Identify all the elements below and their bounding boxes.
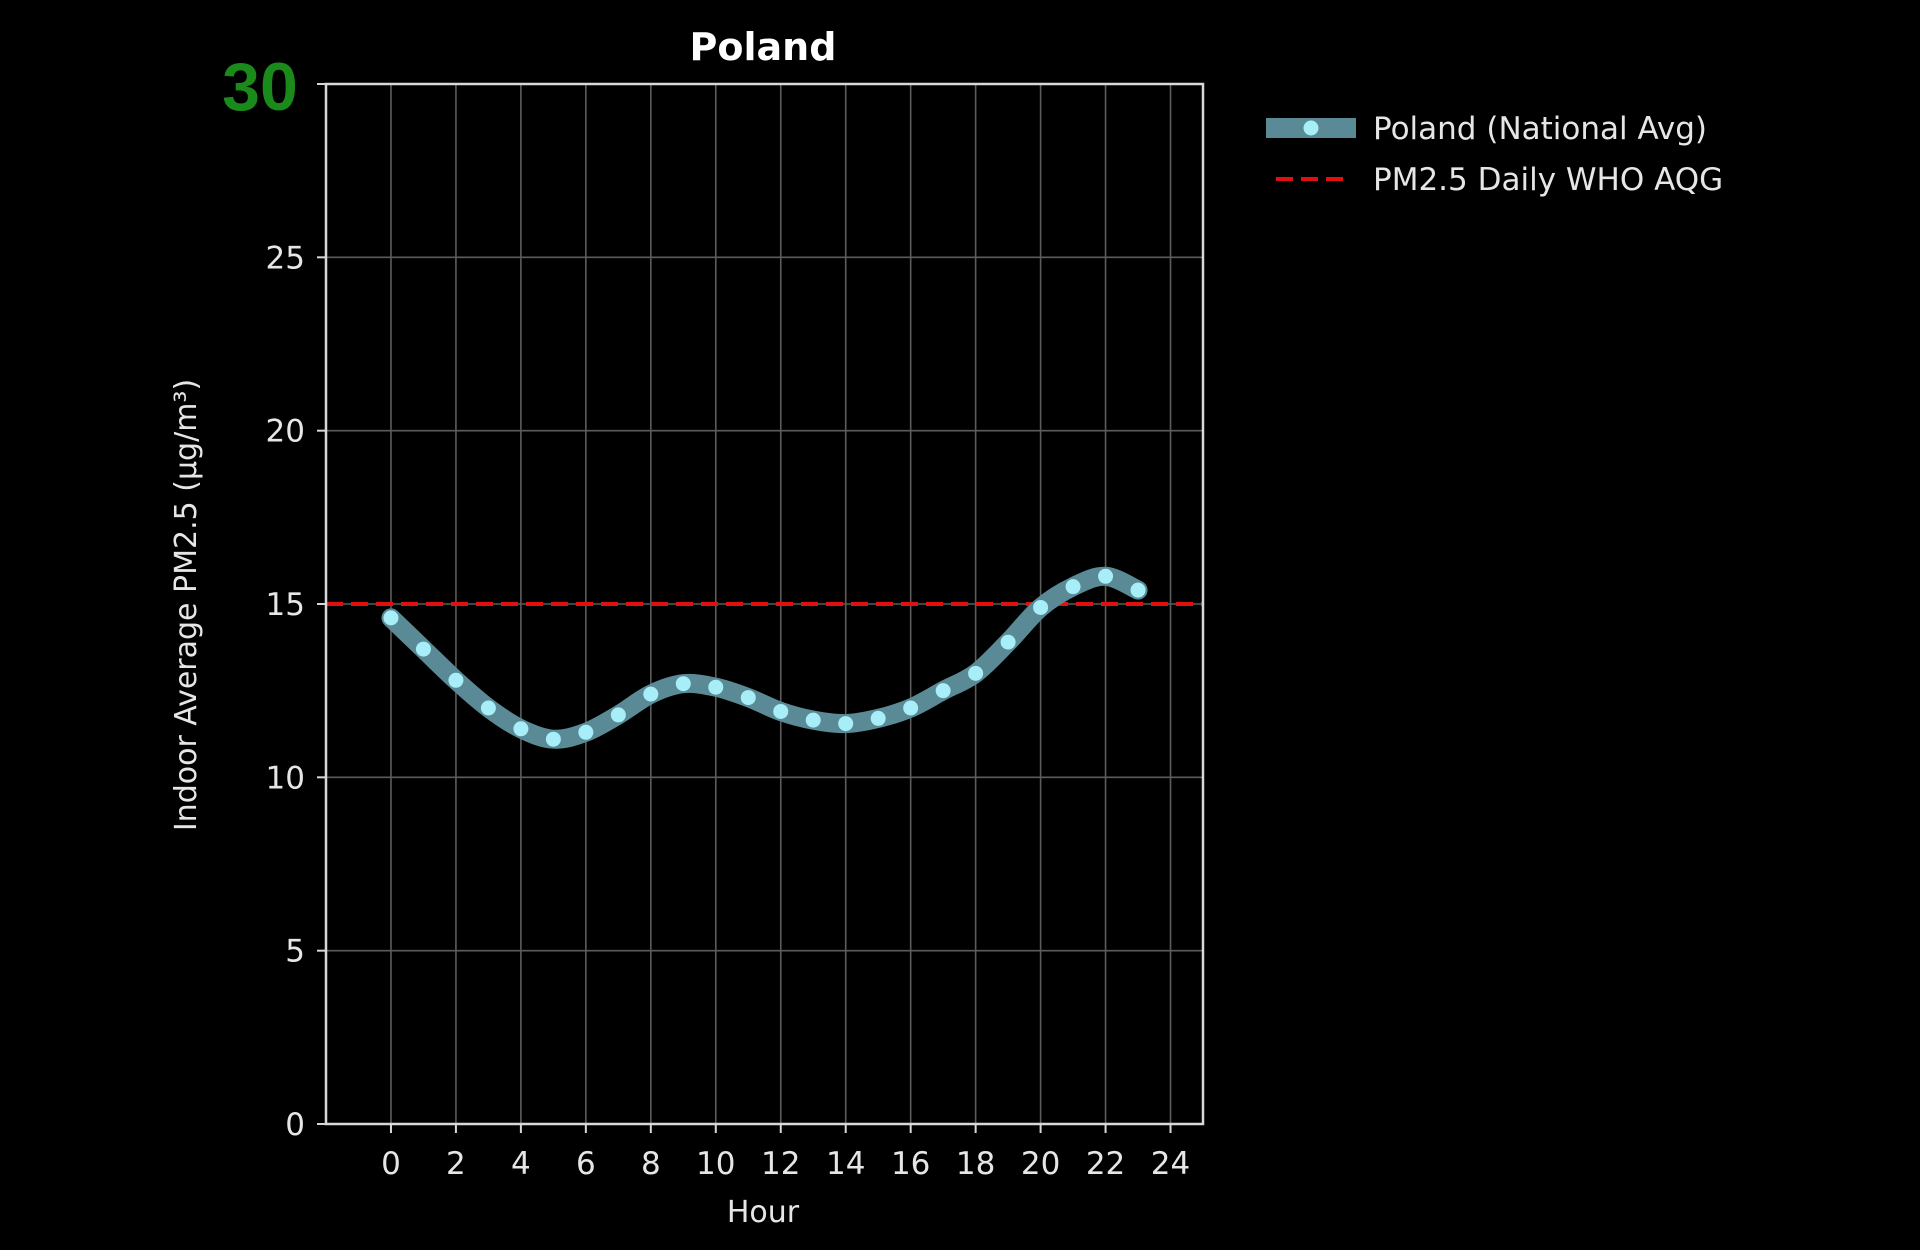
chart-title: Poland xyxy=(690,25,837,69)
x-axis-label: Hour xyxy=(727,1195,800,1230)
data-point-hour-22 xyxy=(1098,568,1114,584)
corner-value-label: 30 xyxy=(222,49,298,125)
x-tick-label-4: 4 xyxy=(511,1146,531,1182)
data-point-hour-4 xyxy=(513,721,529,737)
data-point-hour-11 xyxy=(740,690,756,706)
x-tick-label-22: 22 xyxy=(1086,1146,1125,1182)
data-point-hour-19 xyxy=(1000,634,1016,650)
data-point-hour-3 xyxy=(480,700,496,716)
data-point-hour-17 xyxy=(935,683,951,699)
data-point-hour-1 xyxy=(415,641,431,657)
x-tick-label-14: 14 xyxy=(826,1146,865,1182)
y-tick-label-10: 10 xyxy=(266,760,305,796)
data-point-hour-0 xyxy=(383,610,399,626)
y-axis-label: Indoor Average PM2.5 (µg/m³) xyxy=(169,379,204,831)
data-point-hour-20 xyxy=(1033,599,1049,615)
x-tick-label-24: 24 xyxy=(1151,1146,1190,1182)
legend-item-series: Poland (National Avg) xyxy=(1266,111,1707,147)
y-tick-label-15: 15 xyxy=(266,587,305,623)
y-tick-label-5: 5 xyxy=(285,934,305,970)
data-point-hour-16 xyxy=(903,700,919,716)
data-point-hour-13 xyxy=(805,712,821,728)
x-tick-label-12: 12 xyxy=(761,1146,800,1182)
y-tick-label-25: 25 xyxy=(266,240,305,276)
x-tick-label-0: 0 xyxy=(381,1146,401,1182)
x-tick-label-8: 8 xyxy=(641,1146,661,1182)
data-point-hour-5 xyxy=(545,731,561,747)
data-point-hour-15 xyxy=(870,710,886,726)
data-point-hour-8 xyxy=(643,686,659,702)
legend-series-marker xyxy=(1303,120,1319,136)
series-layer xyxy=(381,566,1148,749)
x-tick-label-6: 6 xyxy=(576,1146,596,1182)
data-point-hour-12 xyxy=(773,703,789,719)
data-point-hour-18 xyxy=(968,665,984,681)
data-point-hour-23 xyxy=(1130,582,1146,598)
legend-series-label: Poland (National Avg) xyxy=(1373,111,1707,147)
data-point-hour-21 xyxy=(1065,579,1081,595)
legend-threshold-label: PM2.5 Daily WHO AQG xyxy=(1373,162,1723,198)
x-tick-label-18: 18 xyxy=(956,1146,995,1182)
data-point-hour-2 xyxy=(448,672,464,688)
data-point-hour-14 xyxy=(838,716,854,732)
data-point-hour-10 xyxy=(708,679,724,695)
legend: Poland (National Avg) PM2.5 Daily WHO AQ… xyxy=(1266,111,1723,198)
x-tick-label-2: 2 xyxy=(446,1146,466,1182)
data-point-hour-9 xyxy=(675,676,691,692)
x-tick-label-16: 16 xyxy=(891,1146,930,1182)
data-point-hour-7 xyxy=(610,707,626,723)
legend-item-threshold: PM2.5 Daily WHO AQG xyxy=(1276,162,1723,198)
y-tick-label-20: 20 xyxy=(266,414,305,450)
y-tick-label-0: 0 xyxy=(285,1107,305,1143)
x-tick-label-20: 20 xyxy=(1021,1146,1060,1182)
data-point-hour-6 xyxy=(578,724,594,740)
x-tick-label-10: 10 xyxy=(696,1146,735,1182)
